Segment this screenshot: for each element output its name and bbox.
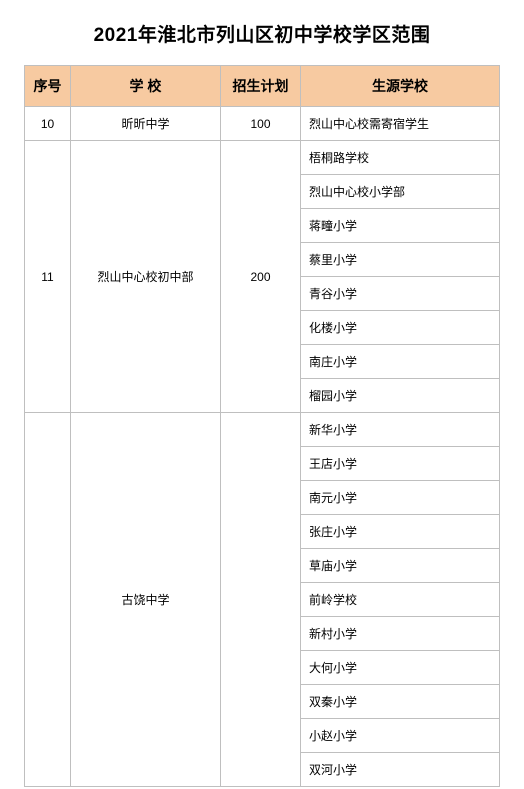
cell-source: 双河小学 — [301, 753, 500, 787]
cell-source: 烈山中心校小学部 — [301, 175, 500, 209]
col-source: 生源学校 — [301, 66, 500, 107]
cell-source: 化楼小学 — [301, 311, 500, 345]
col-school: 学 校 — [71, 66, 221, 107]
cell-source: 梧桐路学校 — [301, 141, 500, 175]
table-row: 10昕昕中学100烈山中心校需寄宿学生 — [25, 107, 500, 141]
cell-school: 古饶中学 — [71, 413, 221, 787]
cell-source: 草庙小学 — [301, 549, 500, 583]
cell-source: 南庄小学 — [301, 345, 500, 379]
cell-source: 烈山中心校需寄宿学生 — [301, 107, 500, 141]
cell-seq — [25, 413, 71, 787]
cell-source: 蒋疃小学 — [301, 209, 500, 243]
page-title: 2021年淮北市列山区初中学校学区范围 — [24, 20, 500, 47]
cell-plan: 100 — [221, 107, 301, 141]
district-table: 序号 学 校 招生计划 生源学校 10昕昕中学100烈山中心校需寄宿学生11烈山… — [24, 65, 500, 787]
cell-source: 蔡里小学 — [301, 243, 500, 277]
cell-source: 新村小学 — [301, 617, 500, 651]
table-row: 11烈山中心校初中部200梧桐路学校 — [25, 141, 500, 175]
table-row: 古饶中学新华小学 — [25, 413, 500, 447]
page-root: 2021年淮北市列山区初中学校学区范围 序号 学 校 招生计划 生源学校 10昕… — [0, 0, 524, 787]
col-seq: 序号 — [25, 66, 71, 107]
cell-source: 大何小学 — [301, 651, 500, 685]
cell-source: 张庄小学 — [301, 515, 500, 549]
cell-source: 小赵小学 — [301, 719, 500, 753]
cell-source: 青谷小学 — [301, 277, 500, 311]
cell-source: 新华小学 — [301, 413, 500, 447]
table-body: 10昕昕中学100烈山中心校需寄宿学生11烈山中心校初中部200梧桐路学校烈山中… — [25, 107, 500, 787]
cell-source: 南元小学 — [301, 481, 500, 515]
cell-seq: 10 — [25, 107, 71, 141]
cell-seq: 11 — [25, 141, 71, 413]
cell-plan — [221, 413, 301, 787]
cell-source: 前岭学校 — [301, 583, 500, 617]
cell-source: 双秦小学 — [301, 685, 500, 719]
cell-source: 王店小学 — [301, 447, 500, 481]
cell-plan: 200 — [221, 141, 301, 413]
cell-school: 烈山中心校初中部 — [71, 141, 221, 413]
cell-source: 榴园小学 — [301, 379, 500, 413]
col-plan: 招生计划 — [221, 66, 301, 107]
cell-school: 昕昕中学 — [71, 107, 221, 141]
table-header-row: 序号 学 校 招生计划 生源学校 — [25, 66, 500, 107]
